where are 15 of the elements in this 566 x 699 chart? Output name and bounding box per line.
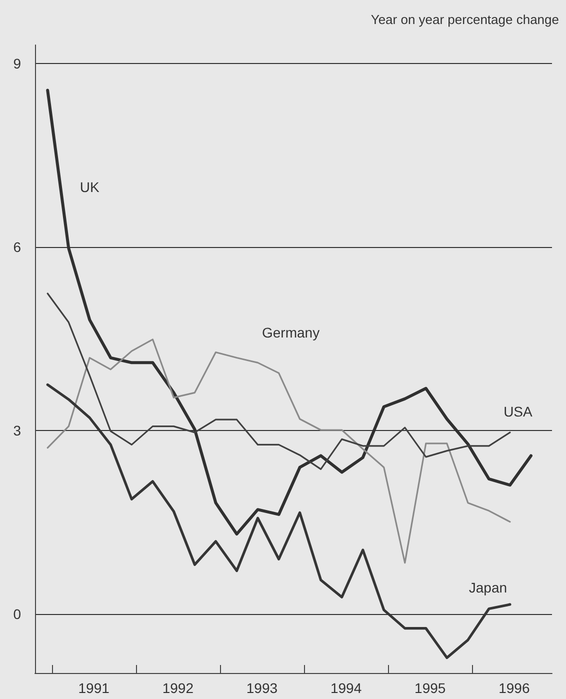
- y-axis-title: Year on year percentage change: [370, 12, 560, 27]
- x-tick-label: 1996: [498, 680, 530, 696]
- y-tick-label: 3: [13, 422, 22, 439]
- series-label: Germany: [262, 324, 320, 341]
- series-label: Japan: [468, 579, 508, 596]
- y-tick-label: 0: [13, 606, 22, 622]
- y-tick-label: 9: [13, 55, 22, 72]
- x-tick-label: 1991: [78, 680, 110, 696]
- x-tick-label: 1993: [246, 680, 278, 696]
- x-tick-label: 1995: [414, 680, 446, 696]
- series-label: USA: [504, 403, 534, 420]
- x-tick-label: 1992: [162, 680, 194, 696]
- series-label: UK: [80, 179, 100, 196]
- x-tick-label: 1994: [330, 680, 362, 696]
- y-tick-label: 6: [13, 238, 22, 255]
